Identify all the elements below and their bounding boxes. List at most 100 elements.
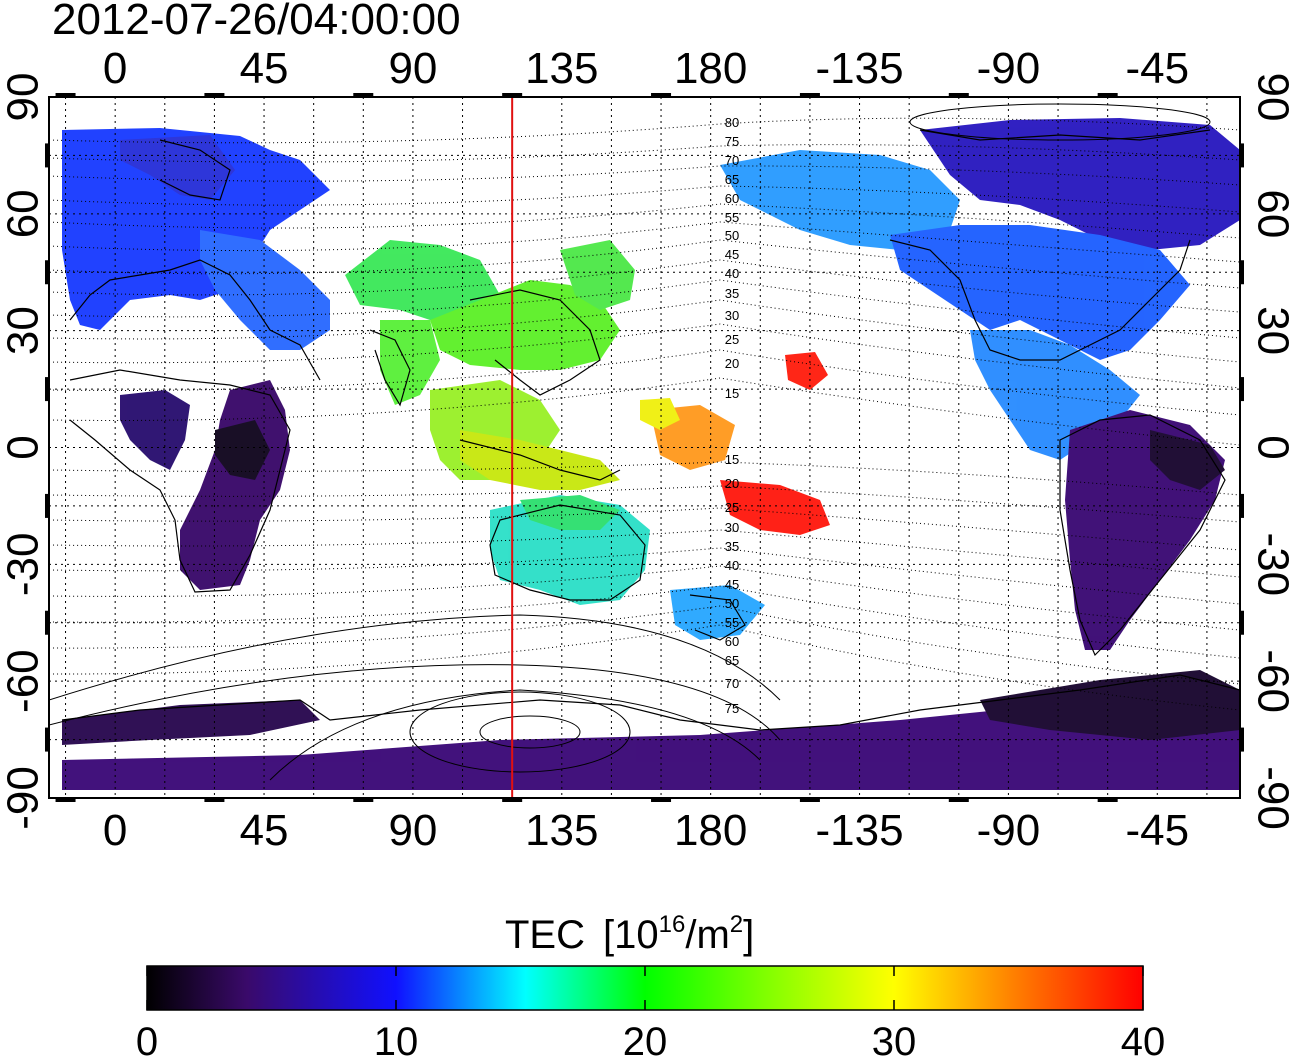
tec-colorbar: TEC [1016/m2] 0 10 20 30 40 <box>136 911 1165 1057</box>
lat-tick-label-right: -60 <box>1248 649 1292 713</box>
tec-region-central-asia <box>345 240 500 320</box>
colorbar-ticks: 0 10 20 30 40 <box>136 966 1165 1057</box>
lon-tick-label-top: 45 <box>240 44 289 93</box>
lat-tick-label-right: 30 <box>1248 306 1292 355</box>
colorbar-tick-label: 20 <box>623 1020 668 1057</box>
lon-tick-label-top: -135 <box>816 44 904 93</box>
lat-tick-label-right: 0 <box>1248 435 1292 459</box>
tec-region-amazon <box>1150 430 1225 490</box>
tec-region-japan <box>560 240 635 310</box>
contour-label: 70 <box>725 153 739 168</box>
latitude-axis-left: 90 60 30 0 -30 -60 -90 <box>0 73 48 830</box>
contour-label: 75 <box>725 134 739 149</box>
tec-region-europe-east <box>200 230 330 350</box>
map-frame <box>48 96 1241 799</box>
frame-tick-bottom <box>204 797 225 802</box>
magnetic-latitude-contours <box>49 103 1240 781</box>
map-plot-area: 80 75 70 65 60 55 50 45 40 35 30 25 20 15 15 20 25 30 35 40… <box>49 97 1240 798</box>
frame-tick-top <box>502 93 523 98</box>
contour-label: 50 <box>725 596 739 611</box>
frame-tick-bottom <box>799 797 820 802</box>
contour-label: 35 <box>725 539 739 554</box>
frame-tick-left <box>45 610 50 635</box>
tec-region-antarctic-west <box>62 700 320 745</box>
lat-tick-label-left: -60 <box>0 649 48 713</box>
tec-region-scandinavia <box>120 135 235 200</box>
contour-label: 65 <box>725 653 739 668</box>
lat-tick-label-left: 90 <box>0 73 48 122</box>
contour-label: 70 <box>725 676 739 691</box>
frame-tick-top <box>204 93 225 98</box>
frame-tick-right <box>1239 143 1244 168</box>
map-frame-tick-bars <box>45 93 1244 802</box>
contour-label: 25 <box>725 500 739 515</box>
tec-region-canada <box>920 118 1240 250</box>
lon-tick-label-top: 180 <box>674 44 747 93</box>
frame-tick-bottom <box>55 797 76 802</box>
contour-label: 80 <box>725 115 739 130</box>
tec-region-new-zealand <box>670 585 765 640</box>
frame-tick-left <box>45 377 50 402</box>
lon-tick-label-bottom: 90 <box>388 806 437 855</box>
frame-tick-right <box>1239 493 1244 518</box>
contour-label: 45 <box>725 247 739 262</box>
coastlines <box>61 129 1240 731</box>
tec-region-china <box>430 280 620 370</box>
contour-label: 20 <box>725 476 739 491</box>
tec-region-alaska <box>720 150 960 250</box>
contour-label: 50 <box>725 228 739 243</box>
contour-label: 15 <box>725 452 739 467</box>
contour-label: 65 <box>725 172 739 187</box>
frame-tick-bottom <box>948 797 969 802</box>
lon-tick-label-bottom: 45 <box>240 806 289 855</box>
tec-region-antarctic-coast <box>980 670 1240 740</box>
tec-region-hawaii <box>785 352 828 390</box>
frame-tick-right <box>1239 610 1244 635</box>
latitude-axis-right: 90 60 30 0 -30 -60 -90 <box>1248 73 1292 830</box>
frame-tick-right <box>1239 727 1244 752</box>
tec-region-australia-north <box>520 495 620 530</box>
contour-label: 20 <box>725 356 739 371</box>
tec-region-africa <box>180 380 290 590</box>
lon-tick-label-top: -90 <box>977 44 1041 93</box>
frame-tick-top <box>799 93 820 98</box>
lat-tick-label-right: 60 <box>1248 189 1292 238</box>
tec-region-usa <box>890 225 1190 360</box>
frame-tick-top <box>55 93 76 98</box>
colorbar-tick-label: 0 <box>136 1020 158 1057</box>
frame-tick-bottom <box>502 797 523 802</box>
lon-tick-label-bottom: -90 <box>977 806 1041 855</box>
tec-region-africa-dark <box>215 420 270 480</box>
lon-tick-label-bottom: 135 <box>525 806 598 855</box>
colorbar-tick-label: 10 <box>374 1020 419 1057</box>
frame-tick-right <box>1239 260 1244 285</box>
lon-tick-label-bottom: -135 <box>816 806 904 855</box>
contour-label: 15 <box>725 386 739 401</box>
frame-tick-left <box>45 493 50 518</box>
lat-tick-label-right: 90 <box>1248 73 1292 122</box>
colorbar-title: TEC [1016/m2] <box>505 911 754 957</box>
longitude-axis-bottom: 0 45 90 135 180 -135 -90 -45 <box>103 806 1189 855</box>
timestamp-title: 2012-07-26/04:00:00 <box>52 0 461 44</box>
lon-tick-label-top: 135 <box>525 44 598 93</box>
tec-region-pacific-yellow <box>640 398 680 430</box>
lon-tick-label-top: 0 <box>103 44 127 93</box>
lat-tick-label-left: 0 <box>0 435 48 459</box>
contour-label: 40 <box>725 266 739 281</box>
lon-tick-label-top: -45 <box>1125 44 1189 93</box>
lat-tick-label-left: -90 <box>0 766 48 830</box>
tec-observation-layer <box>62 118 1240 790</box>
contour-label-group: 80 75 70 65 60 55 50 45 40 35 30 25 20 15 15 20 25 30 35 40… <box>725 115 739 716</box>
lat-tick-label-right: -90 <box>1248 766 1292 830</box>
map-grid <box>49 97 1240 798</box>
contour-label: 35 <box>725 286 739 301</box>
frame-tick-top <box>353 93 374 98</box>
contour-label: 40 <box>725 558 739 573</box>
contour-label: 60 <box>725 191 739 206</box>
colorbar-tick-label: 40 <box>1121 1020 1166 1057</box>
lon-tick-label-bottom: 0 <box>103 806 127 855</box>
contour-label: 55 <box>725 615 739 630</box>
contour-label: 75 <box>725 701 739 716</box>
frame-tick-right <box>1239 377 1244 402</box>
